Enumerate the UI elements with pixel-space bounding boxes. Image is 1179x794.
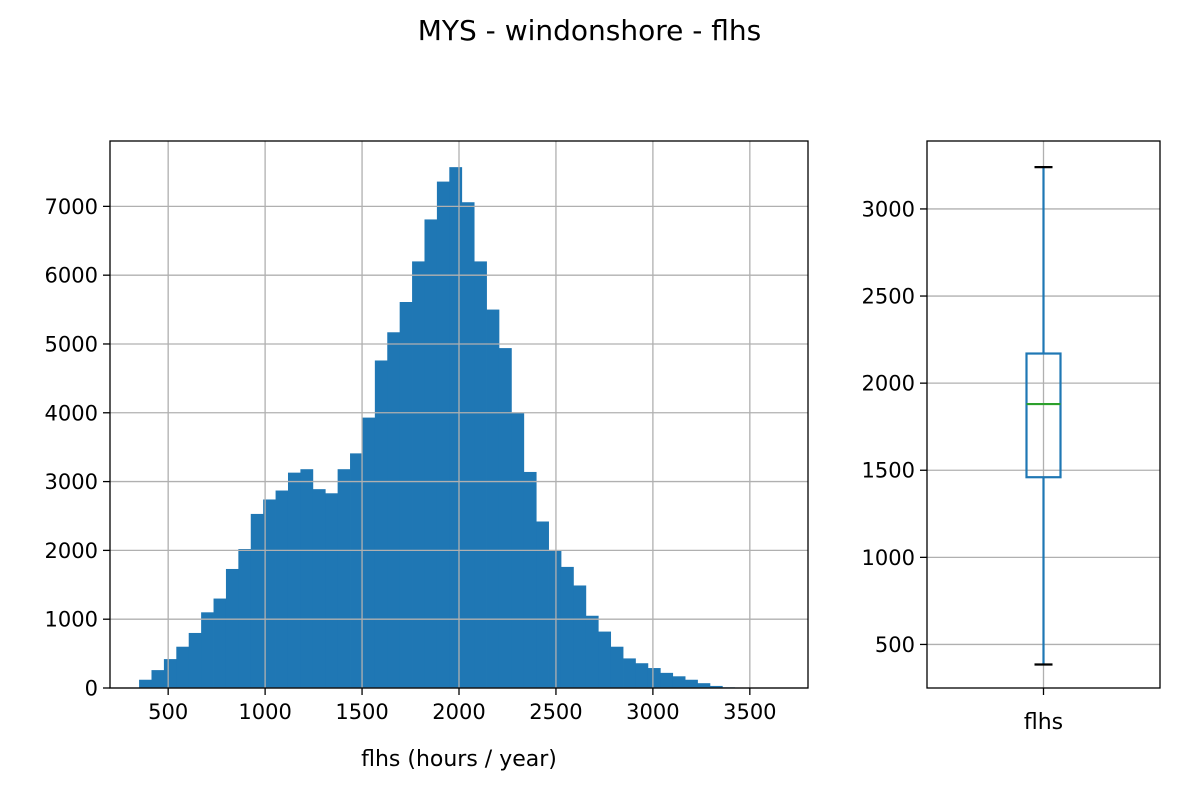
histogram-bar (188, 632, 202, 688)
histogram-bar (238, 549, 252, 688)
x-tick-label: 3000 (626, 700, 679, 724)
histogram-bar (213, 598, 227, 688)
histogram-bar (598, 631, 612, 688)
histogram-bar (436, 181, 450, 688)
boxplot-ticks: 500 1000 1500 2000 2500 3000 flhs (862, 197, 1064, 735)
histogram-bar (610, 646, 624, 688)
histogram-bar (573, 585, 587, 688)
histogram-bar (474, 261, 487, 688)
histogram-bar (312, 489, 326, 688)
histogram-bar (498, 348, 512, 688)
y-tick-label: 2500 (862, 285, 915, 309)
x-tick-label: 2500 (529, 700, 582, 724)
histogram-bar (201, 612, 214, 688)
histogram-bar (461, 202, 475, 688)
histogram-bar (623, 658, 636, 688)
histogram-panel: 500 1000 1500 2000 2500 3000 3500 0 1000 2000 3000… (45, 140, 809, 772)
histogram-bar (163, 659, 177, 688)
histogram-bars (139, 167, 736, 689)
y-tick-label: 500 (875, 633, 915, 657)
histogram-bar (151, 670, 165, 688)
histogram-bar (585, 615, 599, 688)
y-tick-label: 7000 (45, 195, 98, 219)
x-tick-label: 2000 (432, 700, 485, 724)
y-tick-label: 5000 (45, 332, 98, 356)
boxplot-marks (1025, 166, 1062, 666)
x-tick-label: 3500 (723, 700, 776, 724)
histogram-bar (176, 646, 190, 688)
histogram-bar (424, 219, 438, 688)
histogram-bar (387, 332, 401, 688)
y-tick-label: 0 (85, 677, 98, 701)
figure-title: MYS - windonshore - flhs (417, 14, 762, 47)
y-tick-label: 2000 (862, 372, 915, 396)
y-tick-label: 1500 (862, 459, 915, 483)
x-tick-label: 1000 (238, 700, 291, 724)
histogram-bar (685, 679, 698, 688)
histogram-bar (300, 469, 314, 688)
y-tick-label: 2000 (45, 539, 98, 563)
histogram-bar (523, 471, 537, 688)
box (1025, 352, 1062, 479)
histogram-bar (486, 309, 500, 688)
histogram-bar (709, 685, 723, 688)
histogram-bar (325, 493, 339, 688)
histogram-bar (536, 521, 549, 688)
histogram-bar (275, 490, 289, 688)
y-tick-label: 3000 (862, 197, 915, 221)
x-tick-label: 1500 (335, 700, 388, 724)
y-tick-label: 1000 (45, 608, 98, 632)
histogram-ticks: 500 1000 1500 2000 2500 3000 3500 0 1000 2000 3000… (45, 195, 777, 724)
histogram-bar (635, 663, 649, 688)
histogram-bar (412, 261, 425, 688)
histogram-bar (697, 683, 711, 688)
histogram-bar (560, 566, 574, 688)
x-tick-label: flhs (1024, 710, 1063, 735)
histogram-bar (399, 302, 413, 688)
histogram-bar (225, 568, 239, 688)
histogram-bar (374, 360, 388, 688)
boxplot-panel: 500 1000 1500 2000 2500 3000 flhs (862, 140, 1161, 735)
histogram-bar (350, 453, 363, 688)
histogram-bar (139, 679, 152, 688)
histogram-bar (660, 672, 674, 688)
histogram-x-axis-label: flhs (hours / year) (361, 747, 557, 772)
x-tick-label: 500 (148, 700, 188, 724)
y-tick-label: 3000 (45, 470, 98, 494)
histogram-bar (337, 469, 351, 688)
histogram-bar (263, 499, 276, 688)
y-tick-label: 6000 (45, 264, 98, 288)
histogram-bar (672, 676, 686, 688)
y-tick-label: 1000 (862, 546, 915, 570)
y-tick-label: 4000 (45, 401, 98, 425)
histogram-bar (250, 513, 264, 688)
histogram-bar (647, 668, 661, 688)
histogram-bar (449, 167, 463, 689)
histogram-bar (287, 472, 301, 688)
histogram-bar (362, 417, 376, 688)
